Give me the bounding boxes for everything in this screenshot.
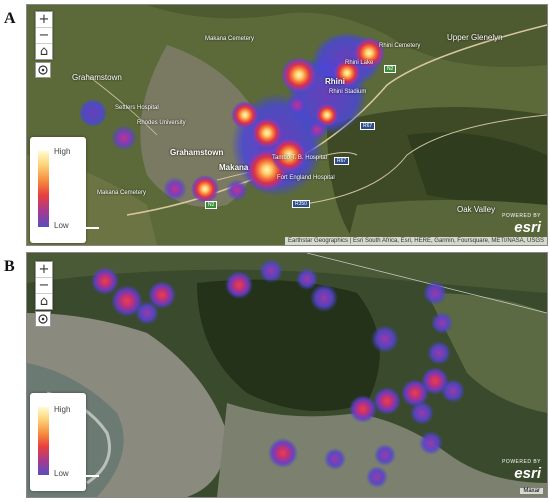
label-rhini: Rhini xyxy=(325,77,345,86)
zoom-control-b: + − ⌂ xyxy=(35,261,53,310)
label-makana: Makana xyxy=(219,163,249,172)
label-makana-cemetery: Makana Cemetery xyxy=(205,36,255,42)
scale-bar-b xyxy=(85,475,99,477)
locate-icon xyxy=(38,314,48,324)
heatmap-legend-a: High Low xyxy=(30,137,86,243)
legend-gradient-bar xyxy=(38,407,49,475)
zoom-out-button-a[interactable]: − xyxy=(36,28,52,44)
label-rhodes-university: Rhodes University xyxy=(137,120,186,126)
legend-low-label: Low xyxy=(54,469,69,478)
label-rhini-lake: Rhini Lake xyxy=(345,60,374,66)
home-icon[interactable]: ⌂ xyxy=(39,44,49,59)
legend-gradient-bar xyxy=(38,151,49,227)
label-fort-england: Fort England Hospital xyxy=(277,175,335,181)
satellite-basemap-a xyxy=(27,5,547,245)
zoom-in-button-b[interactable]: + xyxy=(36,262,52,278)
road-shield-n2-west: N2 xyxy=(205,201,218,209)
heatmap-legend-b: High Low xyxy=(30,393,86,491)
locate-icon xyxy=(38,65,48,75)
label-rhini-stadium: Rhini Stadium xyxy=(329,89,367,95)
label-rhini-cemetery: Rhini Cemetery xyxy=(379,43,421,49)
map-panel-a[interactable]: + − ⌂ Grahamstown Makana Cemetery Settle… xyxy=(26,4,548,246)
label-settlers-hospital: Settlers Hospital xyxy=(115,105,159,111)
panel-b-letter: B xyxy=(4,258,15,275)
zoom-out-button-b[interactable]: − xyxy=(36,278,52,294)
map-panel-b[interactable]: + − ⌂ High Low POWERED BY esri Maxar xyxy=(26,252,548,498)
road-shield-n2-east: N2 xyxy=(384,65,397,73)
label-upper-glenelyn: Upper Glenelyn xyxy=(447,33,503,42)
locate-button-a[interactable] xyxy=(35,62,51,78)
panel-a-letter: A xyxy=(4,10,16,27)
map-attribution-a[interactable]: Earthstar Geographics | Esri South Afric… xyxy=(285,237,547,245)
home-icon[interactable]: ⌂ xyxy=(39,294,49,309)
map-attribution-b[interactable]: Maxar xyxy=(520,488,543,494)
legend-high-label: High xyxy=(54,147,71,156)
road-shield-r350: R350 xyxy=(292,200,310,208)
label-grahamstown-small: Grahamstown xyxy=(72,73,122,82)
road-shield-r67: R67 xyxy=(360,122,376,130)
label-makana-south: Makana Cemetery xyxy=(97,190,147,196)
legend-high-label: High xyxy=(54,405,71,414)
locate-button-b[interactable] xyxy=(35,311,51,327)
label-tambo-hospital: Tambo T. B. Hospital xyxy=(272,155,327,161)
legend-low-label: Low xyxy=(54,221,69,230)
label-oak-valley: Oak Valley xyxy=(457,205,496,214)
esri-logo-a: POWERED BY esri xyxy=(502,213,541,236)
road-shield-r67-b: R67 xyxy=(334,157,350,165)
esri-logo-b: POWERED BY esri xyxy=(502,459,541,482)
label-grahamstown: Grahamstown xyxy=(170,148,224,157)
satellite-basemap-b xyxy=(27,253,547,497)
zoom-in-button-a[interactable]: + xyxy=(36,12,52,28)
scale-bar-a xyxy=(85,227,99,229)
zoom-control-a: + − ⌂ xyxy=(35,11,53,60)
